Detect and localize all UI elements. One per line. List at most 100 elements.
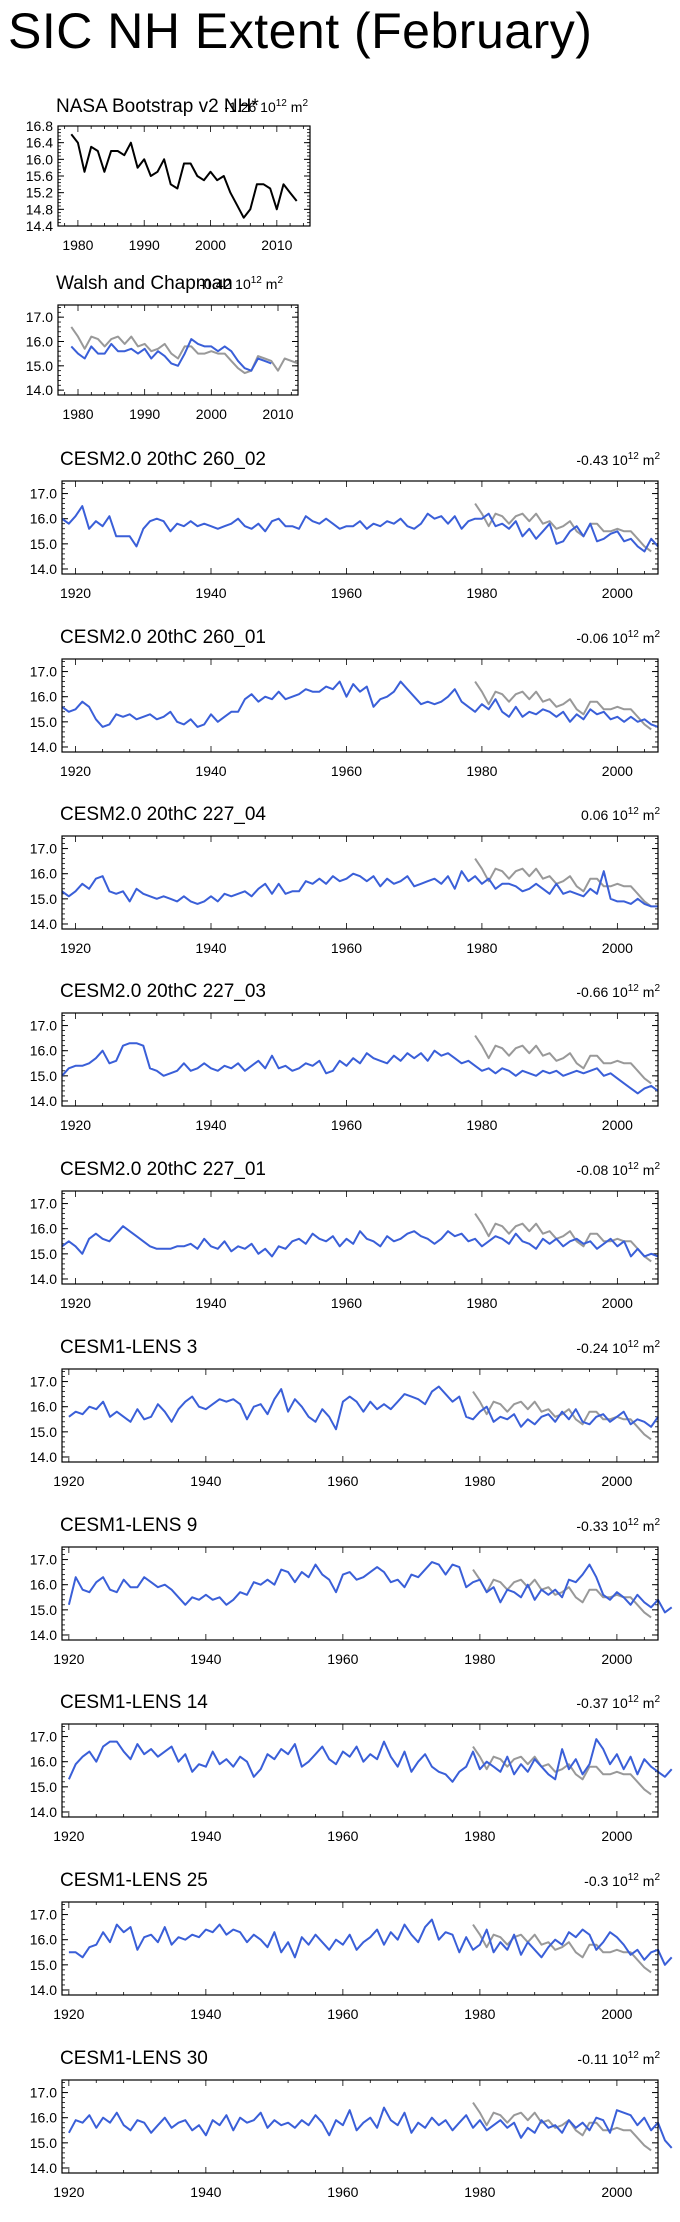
trend-label: -0.42 1012 m2 <box>199 275 283 292</box>
x-tick-label: 2000 <box>196 406 227 422</box>
x-tick-label: 1980 <box>464 1651 495 1667</box>
x-tick-label: 1920 <box>60 1295 91 1311</box>
series-line-2 <box>61 505 659 553</box>
chart-panel-6: CESM2.0 20thC 227_03 -0.66 1012 m2 14.0 15.… <box>30 981 661 1133</box>
plot-frame <box>61 1012 659 1107</box>
x-tick-label: 1940 <box>195 763 226 779</box>
plot-frame <box>57 304 299 396</box>
x-tick-label: 1960 <box>327 1828 358 1844</box>
x-tick-label: 1940 <box>190 2006 221 2022</box>
y-tick-label: 15.0 <box>30 891 57 907</box>
trend-label: -0.24 1012 m2 <box>576 1339 660 1356</box>
x-tick-label: 1960 <box>331 1117 362 1133</box>
y-tick-label: 15.0 <box>30 1424 57 1440</box>
chart-title: CESM1-LENS 25 <box>60 1870 208 1891</box>
y-tick-label: 17.0 <box>30 486 57 502</box>
x-tick-label: 1920 <box>60 585 91 601</box>
y-tick-label: 17.0 <box>30 2085 57 2101</box>
x-tick-label: 1940 <box>195 585 226 601</box>
series-line-2 <box>67 1561 673 1614</box>
trend-label: -0.66 1012 m2 <box>576 983 660 1000</box>
series-line-1 <box>70 326 299 375</box>
trend-label: -0.11 1012 m2 <box>577 2050 660 2067</box>
x-tick-label: 1960 <box>327 2184 358 2200</box>
chart-panel-8: CESM1-LENS 3 -0.24 1012 m2 14.0 15.0 16.0 17.… <box>30 1337 661 1489</box>
x-tick-label: 1960 <box>327 1473 358 1489</box>
plot-frame <box>61 1368 659 1463</box>
x-tick-label: 1920 <box>53 1651 84 1667</box>
y-tick-label: 16.0 <box>30 1577 57 1593</box>
trend-label: -1.26 1012 m2 <box>224 98 308 115</box>
chart-panel-1: NASA Bootstrap v2 NH*-1.26 1012 m2 14.414… <box>26 96 311 253</box>
y-tick-label: 15.6 <box>26 168 53 184</box>
series-line-2 <box>68 1385 659 1431</box>
x-tick-label: 1960 <box>327 2006 358 2022</box>
x-tick-label: 2000 <box>601 2184 632 2200</box>
y-tick-label: 16.0 <box>30 1932 57 1948</box>
y-tick-label: 15.0 <box>30 1779 57 1795</box>
series-line-2 <box>67 1738 673 1783</box>
series-line-2 <box>68 2106 673 2149</box>
x-tick-label: 2000 <box>601 1651 632 1667</box>
x-tick-label: 1940 <box>195 1295 226 1311</box>
chart-panel-12: CESM1-LENS 30 -0.11 1012 m2 14.0 15.0 16.0 17… <box>30 2048 673 2200</box>
chart-title: CESM1-LENS 30 <box>60 2048 208 2069</box>
x-tick-label: 1960 <box>331 940 362 956</box>
y-tick-label: 17.0 <box>30 1907 57 1923</box>
y-tick-label: 16.0 <box>30 511 57 527</box>
x-tick-label: 2000 <box>602 1117 633 1133</box>
y-tick-label: 14.0 <box>30 561 57 577</box>
chart-panel-7: CESM2.0 20thC 227_01 -0.08 1012 m2 14.0 15.… <box>30 1159 661 1311</box>
series-line-2 <box>61 680 659 728</box>
x-tick-label: 1980 <box>466 585 497 601</box>
x-tick-label: 1940 <box>195 1117 226 1133</box>
y-tick-label: 14.0 <box>30 916 57 932</box>
x-tick-label: 2000 <box>602 585 633 601</box>
x-tick-label: 1940 <box>195 940 226 956</box>
plot-frame <box>57 125 311 227</box>
y-tick-label: 17.0 <box>30 1018 57 1034</box>
series-line-1 <box>472 2102 652 2152</box>
x-tick-label: 1940 <box>190 1651 221 1667</box>
trend-label: -0.3 1012 m2 <box>584 1872 660 1889</box>
y-tick-label: 14.0 <box>26 382 53 398</box>
x-tick-label: 2000 <box>602 940 633 956</box>
x-tick-label: 2010 <box>262 406 293 422</box>
x-tick-label: 1920 <box>60 763 91 779</box>
series-line-2 <box>61 1042 659 1095</box>
series-line-1 <box>472 1391 652 1441</box>
y-tick-label: 15.0 <box>30 2135 57 2151</box>
chart-title: CESM2.0 20thC 260_01 <box>60 627 266 648</box>
plot-frame <box>61 1190 659 1285</box>
plot-frame <box>61 835 659 930</box>
y-tick-label: 17.0 <box>30 841 57 857</box>
y-tick-label: 17.0 <box>30 664 57 680</box>
y-tick-label: 17.0 <box>30 1729 57 1745</box>
x-tick-label: 1980 <box>464 2184 495 2200</box>
plot-frame <box>61 480 659 575</box>
trend-label: -0.08 1012 m2 <box>576 1161 660 1178</box>
y-tick-label: 14.8 <box>26 201 53 217</box>
y-tick-label: 14.0 <box>30 1093 57 1109</box>
y-tick-label: 15.0 <box>30 1068 57 1084</box>
page-title: SIC NH Extent (February) <box>8 3 593 59</box>
x-tick-label: 1990 <box>129 237 160 253</box>
x-tick-label: 1920 <box>60 1117 91 1133</box>
x-tick-label: 2010 <box>261 237 292 253</box>
series-line-2 <box>70 338 272 372</box>
chart-panel-5: CESM2.0 20thC 227_04 0.06 1012 m2 14.0 15.0… <box>30 804 661 956</box>
y-tick-label: 15.0 <box>30 1246 57 1262</box>
trend-label: -0.43 1012 m2 <box>576 451 660 468</box>
trend-label: -0.33 1012 m2 <box>576 1517 660 1534</box>
trend-label: -0.06 1012 m2 <box>576 629 660 646</box>
x-tick-label: 2000 <box>601 1828 632 1844</box>
series-line-1 <box>474 1213 652 1263</box>
chart-title: CESM1-LENS 9 <box>60 1515 197 1536</box>
y-tick-label: 16.0 <box>30 1399 57 1415</box>
series-line-1 <box>472 1569 652 1619</box>
y-tick-label: 14.0 <box>30 1271 57 1287</box>
plot-frame <box>61 658 659 753</box>
series-line-1 <box>70 133 298 219</box>
x-tick-label: 2000 <box>195 237 226 253</box>
